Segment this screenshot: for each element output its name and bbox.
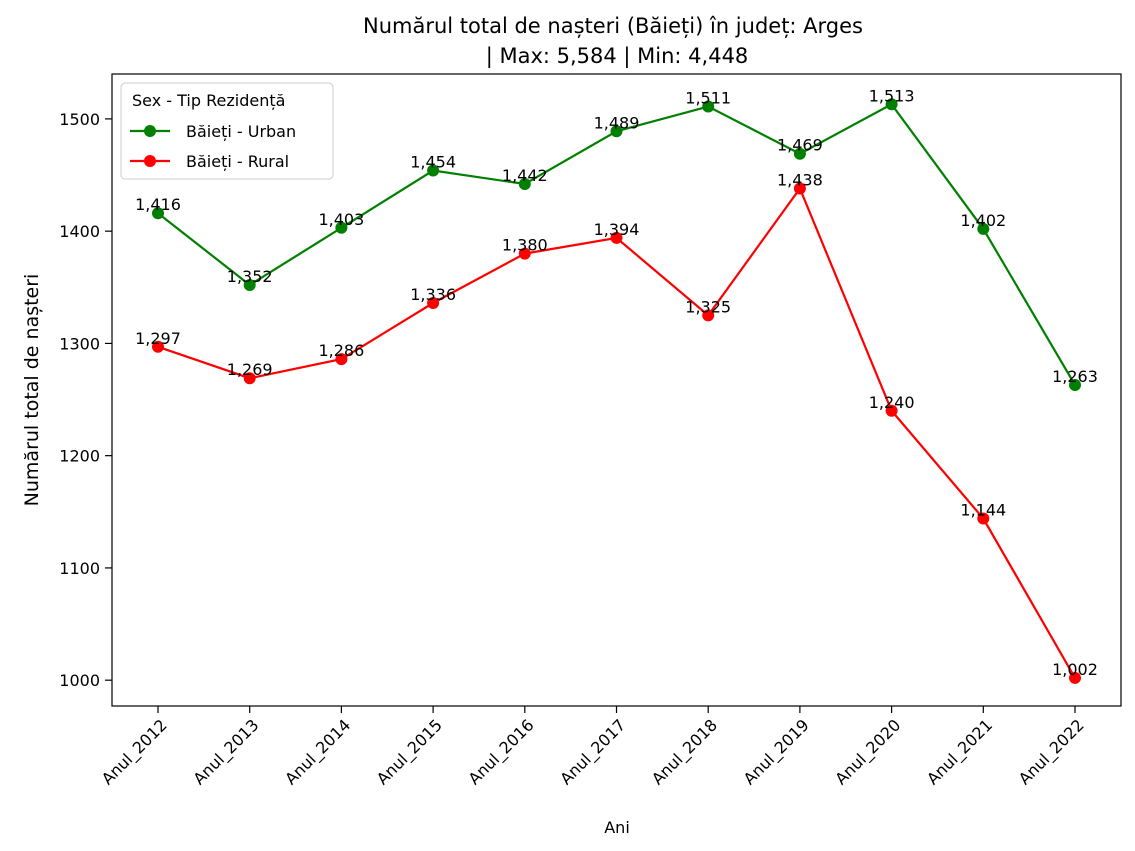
legend-entry-label: Băieți - Urban	[186, 122, 296, 141]
data-point	[793, 147, 806, 160]
data-point	[885, 98, 898, 111]
data-point	[793, 182, 806, 195]
data-point	[885, 404, 898, 417]
x-tick-label: Anul_2020	[831, 715, 905, 789]
data-point	[427, 164, 440, 177]
x-tick-label: Anul_2016	[465, 715, 539, 789]
data-label: 1,403	[318, 210, 364, 229]
data-label: 1,469	[777, 136, 823, 155]
data-point	[610, 231, 623, 244]
data-label: 1,002	[1052, 660, 1098, 679]
data-point	[702, 100, 715, 113]
y-tick-label: 1300	[59, 334, 100, 353]
data-label: 1,416	[135, 195, 181, 214]
y-tick-label: 1100	[59, 559, 100, 578]
data-label: 1,352	[227, 267, 273, 286]
data-label: 1,144	[960, 501, 1006, 520]
data-point	[518, 247, 531, 260]
x-tick-label: Anul_2022	[1015, 715, 1089, 789]
y-axis-label: Numărul total de nașteri	[21, 274, 43, 507]
series-rural: 1,297 1,269 1,286 1,336 1,380 1,394 1,325 1,438…	[135, 171, 1098, 684]
x-tick-label: Anul_2012	[98, 715, 172, 789]
data-point	[977, 512, 990, 525]
data-label: 1,297	[135, 329, 181, 348]
x-tick-label: Anul_2017	[556, 715, 630, 789]
data-label: 1,513	[869, 86, 915, 105]
data-label: 1,286	[318, 341, 364, 360]
legend-box	[120, 82, 334, 180]
legend-marker	[144, 125, 156, 137]
legend-title: Sex - Tip Rezidență	[132, 91, 285, 110]
y-tick-label: 1400	[59, 222, 100, 241]
data-point	[518, 178, 531, 191]
legend-entry-label: Băieți - Rural	[186, 152, 289, 171]
data-label: 1,394	[594, 220, 640, 239]
data-label: 1,336	[410, 285, 456, 304]
data-point	[243, 372, 256, 385]
legend-marker	[144, 155, 156, 167]
data-point	[152, 207, 164, 220]
data-label: 1,438	[777, 171, 823, 190]
data-point	[335, 221, 348, 234]
y-tick-label: 1500	[59, 110, 100, 129]
data-label: 1,489	[594, 113, 640, 132]
data-label: 1,263	[1052, 367, 1098, 386]
data-point	[1069, 671, 1081, 684]
data-point	[610, 125, 623, 138]
data-label: 1,325	[685, 297, 731, 316]
data-label: 1,240	[869, 393, 915, 412]
x-axis-label: Ani	[604, 818, 630, 837]
plot-area: 1,416 1,352 1,403 1,454 1,442 1,489 1,511 1,469…	[135, 86, 1098, 684]
data-label: 1,269	[227, 360, 273, 379]
data-point	[243, 279, 256, 292]
data-point	[1069, 378, 1081, 391]
x-tick-label: Anul_2019	[740, 715, 814, 789]
x-tick-label: Anul_2013	[189, 715, 263, 789]
legend: Sex - Tip Rezidență Băieți - Urban Băieți…	[120, 82, 334, 180]
data-label: 1,380	[502, 236, 548, 255]
data-label: 1,402	[960, 211, 1006, 230]
data-label: 1,511	[685, 89, 731, 108]
data-point	[427, 297, 440, 310]
data-point	[977, 222, 990, 235]
data-point	[152, 340, 164, 353]
chart-title-line2: | Max: 5,584 | Min: 4,448	[486, 44, 749, 69]
series-line	[157, 186, 1076, 679]
series-urban: 1,416 1,352 1,403 1,454 1,442 1,489 1,511 1,469…	[135, 86, 1098, 391]
x-tick-label: Anul_2018	[648, 715, 722, 789]
x-tick-label: Anul_2014	[281, 715, 355, 789]
y-tick-label: 1200	[59, 447, 100, 466]
chart-title-line1: Numărul total de nașteri (Băieți) în jud…	[363, 14, 863, 38]
data-point	[335, 353, 348, 366]
data-label: 1,442	[502, 166, 548, 185]
data-point	[702, 309, 715, 322]
data-label: 1,454	[410, 153, 456, 172]
y-tick-label: 1000	[59, 671, 100, 690]
x-tick-label: Anul_2015	[373, 715, 447, 789]
x-tick-label: Anul_2021	[923, 715, 997, 789]
